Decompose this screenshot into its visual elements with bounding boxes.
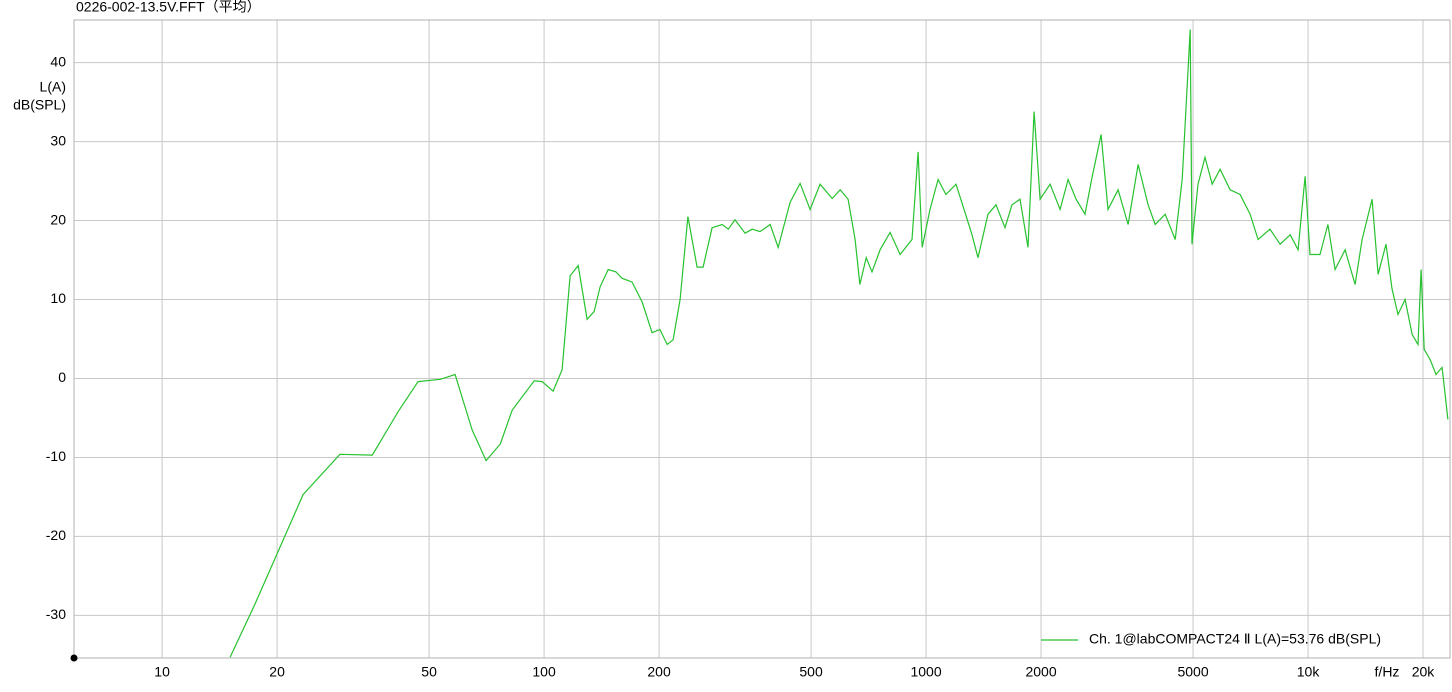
x-tick-label: 200 (647, 664, 671, 680)
y-tick-label: 10 (50, 290, 66, 306)
x-tick-label: 10 (154, 664, 170, 680)
x-tick-label: 1000 (910, 664, 941, 680)
y-tick-label: 0 (58, 369, 66, 385)
y-tick-label: -20 (46, 527, 66, 543)
y-tick-label: 30 (50, 132, 66, 148)
x-tick-label: 100 (532, 664, 556, 680)
x-tick-label: 5000 (1177, 664, 1208, 680)
x-axis-label: f/Hz (1375, 664, 1400, 680)
x-tick-label: 20k (1412, 664, 1436, 680)
y-tick-label: 20 (50, 211, 66, 227)
plot-frame (73, 19, 1451, 659)
x-tick-label: 500 (799, 664, 823, 680)
y-tick-label: -10 (46, 448, 66, 464)
y-axis-label: L(A) (40, 79, 66, 95)
y-tick-label: -30 (46, 606, 66, 622)
x-tick-label: 20 (269, 664, 285, 680)
y-tick-label: 40 (50, 53, 66, 69)
x-tick-label: 50 (421, 664, 437, 680)
series-line (229, 29, 1449, 658)
chart-title: 0226-002-13.5V.FFT（平均） (76, 0, 261, 15)
origin-dot (70, 654, 78, 662)
x-tick-label: 10k (1297, 664, 1321, 680)
y-axis-label: dB(SPL) (13, 97, 66, 113)
plot-area (229, 29, 1449, 658)
legend-label: Ch. 1@labCOMPACT24 Ⅱ L(A)=53.76 dB(SPL) (1089, 631, 1381, 647)
x-tick-label: 2000 (1025, 664, 1056, 680)
